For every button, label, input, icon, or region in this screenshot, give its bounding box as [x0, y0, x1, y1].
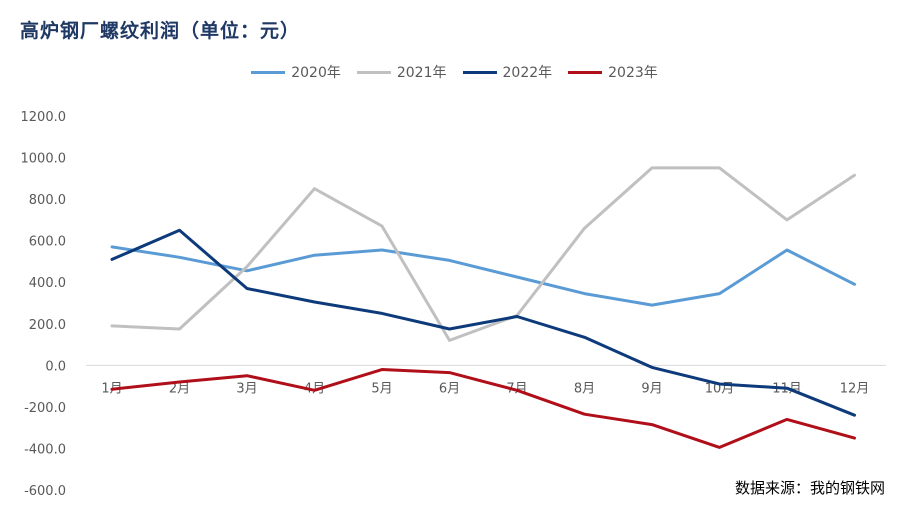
legend-swatch [462, 70, 497, 74]
legend-label: 2021年 [396, 65, 447, 81]
legend-swatch [568, 70, 603, 74]
legend-swatch [251, 70, 286, 74]
legend-item: 2021年 [356, 62, 447, 82]
x-tick-label: 8月 [574, 381, 595, 396]
x-tick-label: 6月 [439, 381, 460, 396]
legend-label: 2020年 [291, 65, 341, 81]
y-tick-label: 0.0 [45, 359, 66, 374]
series-line-2022年 [110, 228, 856, 417]
y-tick-label: -400.0 [24, 442, 66, 457]
chart-title: 高炉钢厂螺纹利润（单位：元） [20, 20, 301, 42]
y-tick-label: 200.0 [29, 318, 66, 333]
y-tick-label: 1200.0 [21, 110, 67, 125]
y-tick-label: -600.0 [24, 484, 66, 499]
legend-swatch [356, 70, 391, 74]
legend-item: 2020年 [251, 62, 341, 82]
series-line-2020年 [110, 245, 856, 307]
legend-item: 2023年 [568, 62, 658, 82]
source-note: 数据来源：我的钢铁网 [734, 479, 885, 497]
legend: 2020年 2021年 2022年 2023年 [0, 62, 909, 82]
x-tick-label: 12月 [840, 381, 870, 396]
series-line-2023年 [110, 368, 856, 449]
y-tick-label: 600.0 [29, 235, 66, 250]
x-tick-label: 2月 [169, 381, 190, 396]
x-tick-label: 5月 [371, 381, 392, 396]
legend-label: 2023年 [608, 65, 658, 81]
x-tick-label: 9月 [641, 381, 662, 396]
y-tick-label: 1000.0 [21, 152, 67, 167]
x-tick-label: 3月 [236, 381, 257, 396]
y-tick-label: 800.0 [29, 193, 66, 208]
legend-item: 2022年 [462, 62, 553, 82]
y-tick-label: 400.0 [29, 276, 66, 291]
y-tick-label: -200.0 [24, 401, 66, 416]
legend-label: 2022年 [502, 65, 553, 81]
series-line-2021年 [110, 166, 856, 342]
